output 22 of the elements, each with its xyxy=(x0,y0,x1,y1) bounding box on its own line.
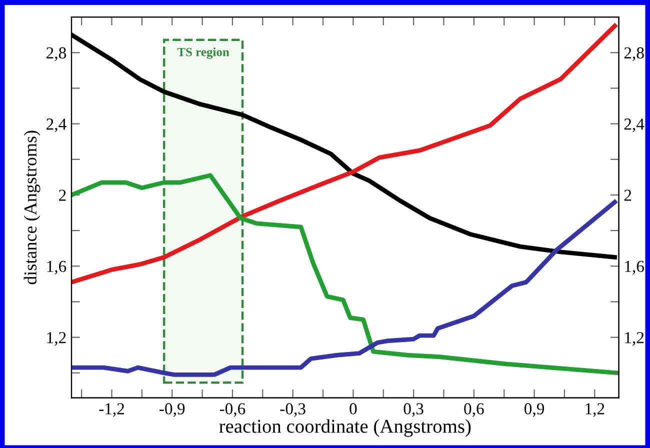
y2-tick-label: 1,2 xyxy=(625,332,644,346)
y-tick-label: 2,4 xyxy=(46,118,66,132)
x-tick-label: -0,9 xyxy=(160,403,185,417)
x-tick-label: 0,9 xyxy=(524,403,544,417)
y-tick-label: 2,8 xyxy=(46,47,66,61)
y2-tick-label: 2,8 xyxy=(624,47,644,61)
x-tick-label: -0,3 xyxy=(280,403,306,417)
x-tick-label: 1,2 xyxy=(586,403,604,417)
band-label: TS region xyxy=(177,47,230,59)
y2-tick-label: 1,6 xyxy=(625,260,644,274)
x-axis-title: reaction coordinate (Angstroms) xyxy=(219,419,471,437)
y-tick-label: 1,6 xyxy=(47,260,66,274)
x-tick-label: -1,2 xyxy=(99,403,124,417)
x-tick-label: 0 xyxy=(350,403,357,414)
x-tick-label: 0,3 xyxy=(404,403,424,417)
y-axis-title: distance (Angstroms) xyxy=(24,130,40,284)
y-tick-label: 2 xyxy=(59,190,66,201)
x-tick-label: -0,6 xyxy=(220,403,246,417)
y2-tick-label: 2,4 xyxy=(624,118,644,132)
y2-tick-label: 2 xyxy=(624,190,632,201)
y-tick-label: 1,2 xyxy=(47,332,66,346)
x-tick-label: 0,6 xyxy=(464,403,484,417)
